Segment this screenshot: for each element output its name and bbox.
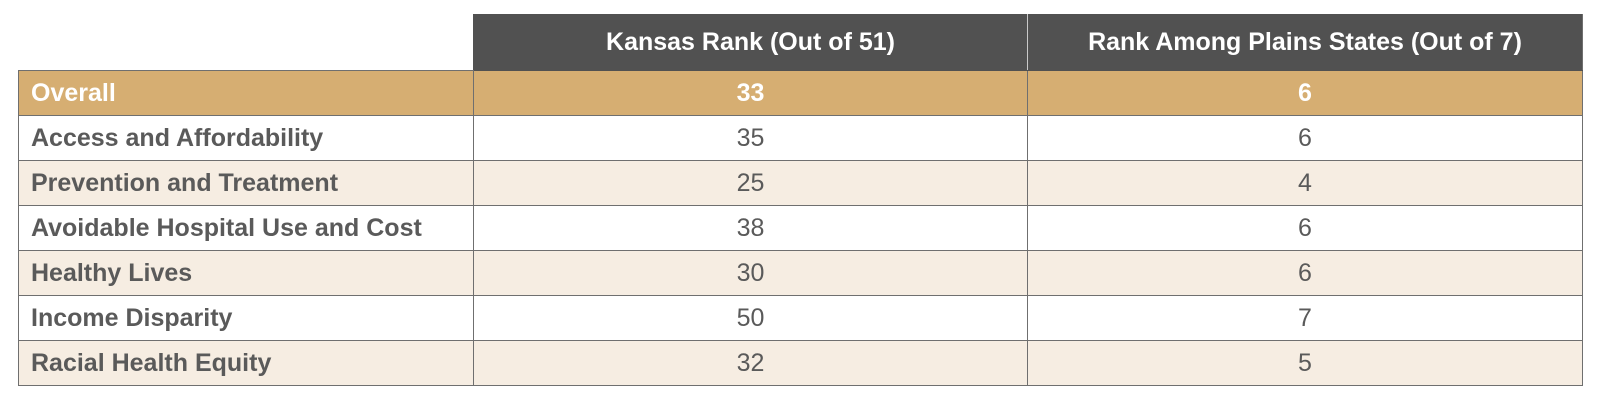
table-row: Avoidable Hospital Use and Cost 38 6 bbox=[18, 205, 1583, 251]
rankings-table-container: Kansas Rank (Out of 51) Rank Among Plain… bbox=[18, 14, 1583, 386]
kansas-rank-cell: 35 bbox=[473, 115, 1028, 161]
row-label: Healthy Lives bbox=[18, 250, 474, 296]
header-kansas-rank: Kansas Rank (Out of 51) bbox=[473, 14, 1028, 71]
header-plains-rank: Rank Among Plains States (Out of 7) bbox=[1027, 14, 1583, 71]
plains-rank-cell: 6 bbox=[1027, 205, 1583, 251]
plains-rank-cell: 4 bbox=[1027, 160, 1583, 206]
kansas-rank-cell: 32 bbox=[473, 340, 1028, 386]
row-label: Racial Health Equity bbox=[18, 340, 474, 386]
plains-rank-cell: 6 bbox=[1027, 70, 1583, 116]
plains-rank-cell: 6 bbox=[1027, 250, 1583, 296]
kansas-rank-cell: 33 bbox=[473, 70, 1028, 116]
row-label: Income Disparity bbox=[18, 295, 474, 341]
plains-rank-cell: 7 bbox=[1027, 295, 1583, 341]
kansas-rank-cell: 38 bbox=[473, 205, 1028, 251]
kansas-rank-cell: 30 bbox=[473, 250, 1028, 296]
table-row: Healthy Lives 30 6 bbox=[18, 250, 1583, 296]
table-row-overall: Overall 33 6 bbox=[18, 70, 1583, 116]
row-label: Avoidable Hospital Use and Cost bbox=[18, 205, 474, 251]
rankings-table: Kansas Rank (Out of 51) Rank Among Plain… bbox=[18, 14, 1583, 386]
row-label: Overall bbox=[18, 70, 474, 116]
table-row: Prevention and Treatment 25 4 bbox=[18, 160, 1583, 206]
table-row: Access and Affordability 35 6 bbox=[18, 115, 1583, 161]
kansas-rank-cell: 25 bbox=[473, 160, 1028, 206]
row-label: Access and Affordability bbox=[18, 115, 474, 161]
table-row: Income Disparity 50 7 bbox=[18, 295, 1583, 341]
plains-rank-cell: 5 bbox=[1027, 340, 1583, 386]
table-row: Racial Health Equity 32 5 bbox=[18, 340, 1583, 386]
header-blank-cell bbox=[18, 14, 474, 71]
table-header-row: Kansas Rank (Out of 51) Rank Among Plain… bbox=[18, 14, 1583, 71]
row-label: Prevention and Treatment bbox=[18, 160, 474, 206]
kansas-rank-cell: 50 bbox=[473, 295, 1028, 341]
plains-rank-cell: 6 bbox=[1027, 115, 1583, 161]
